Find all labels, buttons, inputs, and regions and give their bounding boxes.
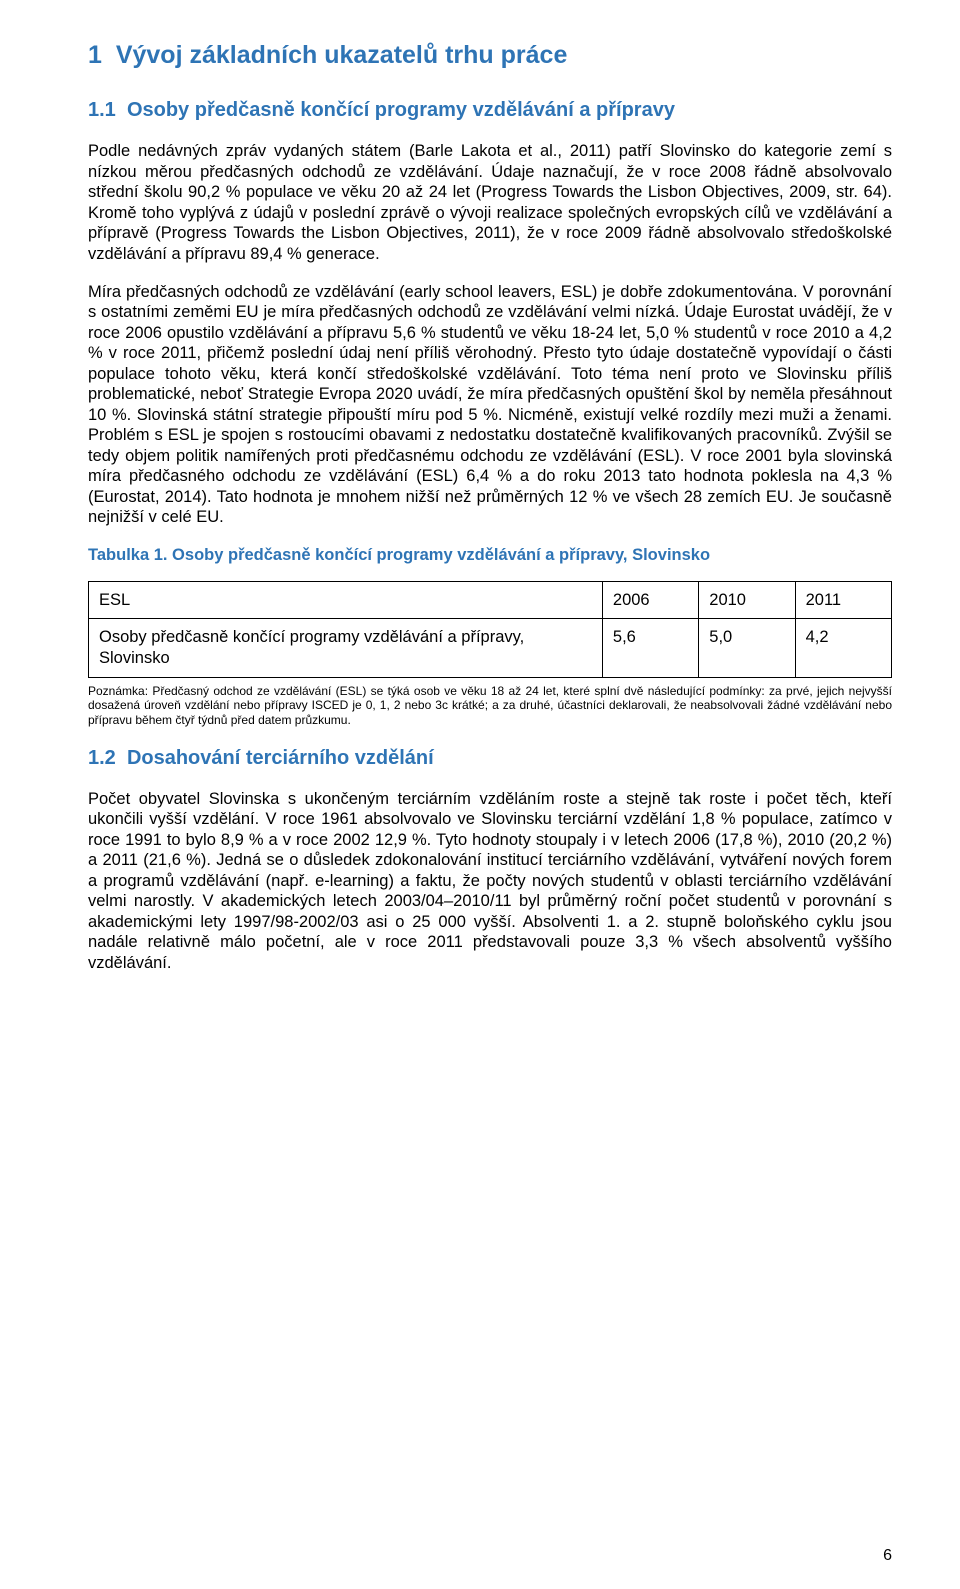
table-row: Osoby předčasně končící programy vzděláv…: [89, 619, 892, 677]
table-1: ESL 2006 2010 2011 Osoby předčasně končí…: [88, 581, 892, 678]
document-page: 1 Vývoj základních ukazatelů trhu práce …: [0, 0, 960, 1589]
table-cell-value-2: 5,0: [699, 619, 795, 677]
subsection-1-number: 1.1: [88, 99, 116, 121]
table-1-note: Poznámka: Předčasný odchod ze vzdělávání…: [88, 684, 892, 727]
section-number: 1: [88, 41, 102, 69]
table-header-year-2: 2010: [699, 581, 795, 619]
table-header-row: ESL 2006 2010 2011: [89, 581, 892, 619]
table-1-caption: Tabulka 1. Osoby předčasně končící progr…: [88, 545, 892, 566]
table-header-year-3: 2011: [795, 581, 891, 619]
section-title-text: Vývoj základních ukazatelů trhu práce: [116, 41, 568, 69]
subsection-1-title-text: Osoby předčasně končící programy vzděláv…: [127, 99, 675, 121]
section-heading: 1 Vývoj základních ukazatelů trhu práce: [88, 40, 892, 71]
table-cell-value-3: 4,2: [795, 619, 891, 677]
subsection-2-number: 1.2: [88, 747, 116, 769]
paragraph-1: Podle nedávných zpráv vydaných státem (B…: [88, 141, 892, 264]
paragraph-3: Počet obyvatel Slovinska s ukončeným ter…: [88, 789, 892, 973]
page-number: 6: [883, 1547, 892, 1565]
table-cell-label: Osoby předčasně končící programy vzděláv…: [89, 619, 603, 677]
subsection-2-heading: 1.2 Dosahování terciárního vzdělání: [88, 745, 892, 771]
table-header-year-1: 2006: [602, 581, 698, 619]
subsection-1-heading: 1.1 Osoby předčasně končící programy vzd…: [88, 97, 892, 123]
table-header-label: ESL: [89, 581, 603, 619]
table-cell-value-1: 5,6: [602, 619, 698, 677]
subsection-2-title-text: Dosahování terciárního vzdělání: [127, 747, 434, 769]
paragraph-2: Míra předčasných odchodů ze vzdělávání (…: [88, 282, 892, 527]
